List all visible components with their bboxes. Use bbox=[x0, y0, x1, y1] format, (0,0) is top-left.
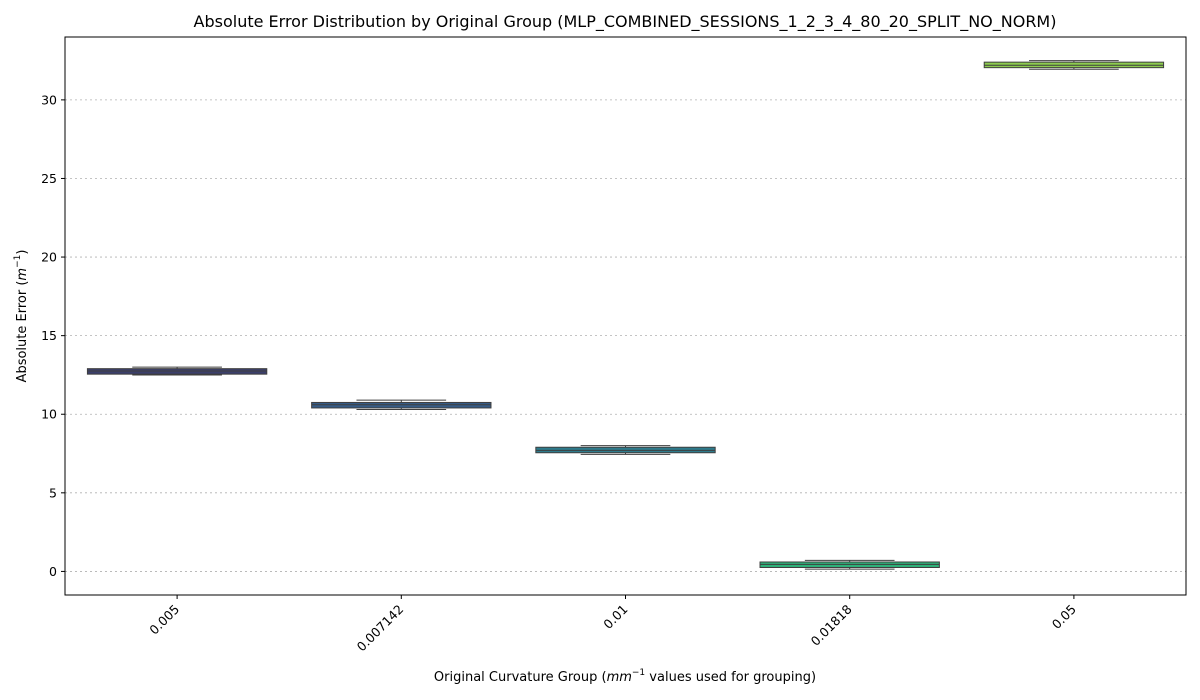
y-axis-label: Absolute Error (m−1) bbox=[13, 250, 30, 383]
chart-title: Absolute Error Distribution by Original … bbox=[194, 12, 1057, 32]
x-tick-label: 0.01 bbox=[600, 602, 630, 632]
y-axis-label-suffix: ) bbox=[15, 250, 30, 255]
y-axis-label-prefix: Absolute Error ( bbox=[15, 281, 30, 383]
x-axis-label: Original Curvature Group (mm−1 values us… bbox=[434, 668, 816, 685]
x-tick-label: 0.05 bbox=[1049, 602, 1079, 632]
y-tick-label: 25 bbox=[41, 171, 57, 186]
x-axis-label-prefix: Original Curvature Group ( bbox=[434, 670, 607, 685]
box-layer bbox=[86, 60, 1165, 570]
plot-frame bbox=[64, 36, 1187, 596]
y-axis-label-unit: m bbox=[15, 268, 30, 281]
x-axis: 0.005 0.007142 0.01 0.01818 0.05 bbox=[146, 595, 1079, 654]
x-tick-label: 0.007142 bbox=[354, 602, 407, 655]
y-tick-label: 15 bbox=[41, 328, 57, 343]
y-axis-label-exponent: −1 bbox=[13, 255, 23, 268]
y-tick-label: 0 bbox=[49, 564, 57, 579]
x-axis-label-suffix: values used for grouping) bbox=[645, 670, 816, 685]
x-axis-label-unit: mm bbox=[607, 670, 632, 685]
box-group bbox=[311, 399, 492, 411]
x-tick-label: 0.005 bbox=[146, 602, 182, 638]
x-tick-label: 0.01818 bbox=[808, 601, 855, 648]
y-tick-label: 5 bbox=[49, 485, 57, 500]
y-tick-label: 10 bbox=[41, 407, 57, 422]
y-tick-label: 20 bbox=[41, 250, 57, 265]
y-tick-label: 30 bbox=[41, 92, 57, 107]
box-group bbox=[759, 559, 940, 570]
y-axis: 0 5 10 15 20 25 30 bbox=[41, 92, 65, 579]
box-group bbox=[983, 60, 1165, 70]
box-group bbox=[535, 445, 716, 455]
grid-layer bbox=[65, 99, 1186, 572]
x-axis-label-exponent: −1 bbox=[632, 668, 645, 678]
box-group bbox=[86, 366, 268, 376]
